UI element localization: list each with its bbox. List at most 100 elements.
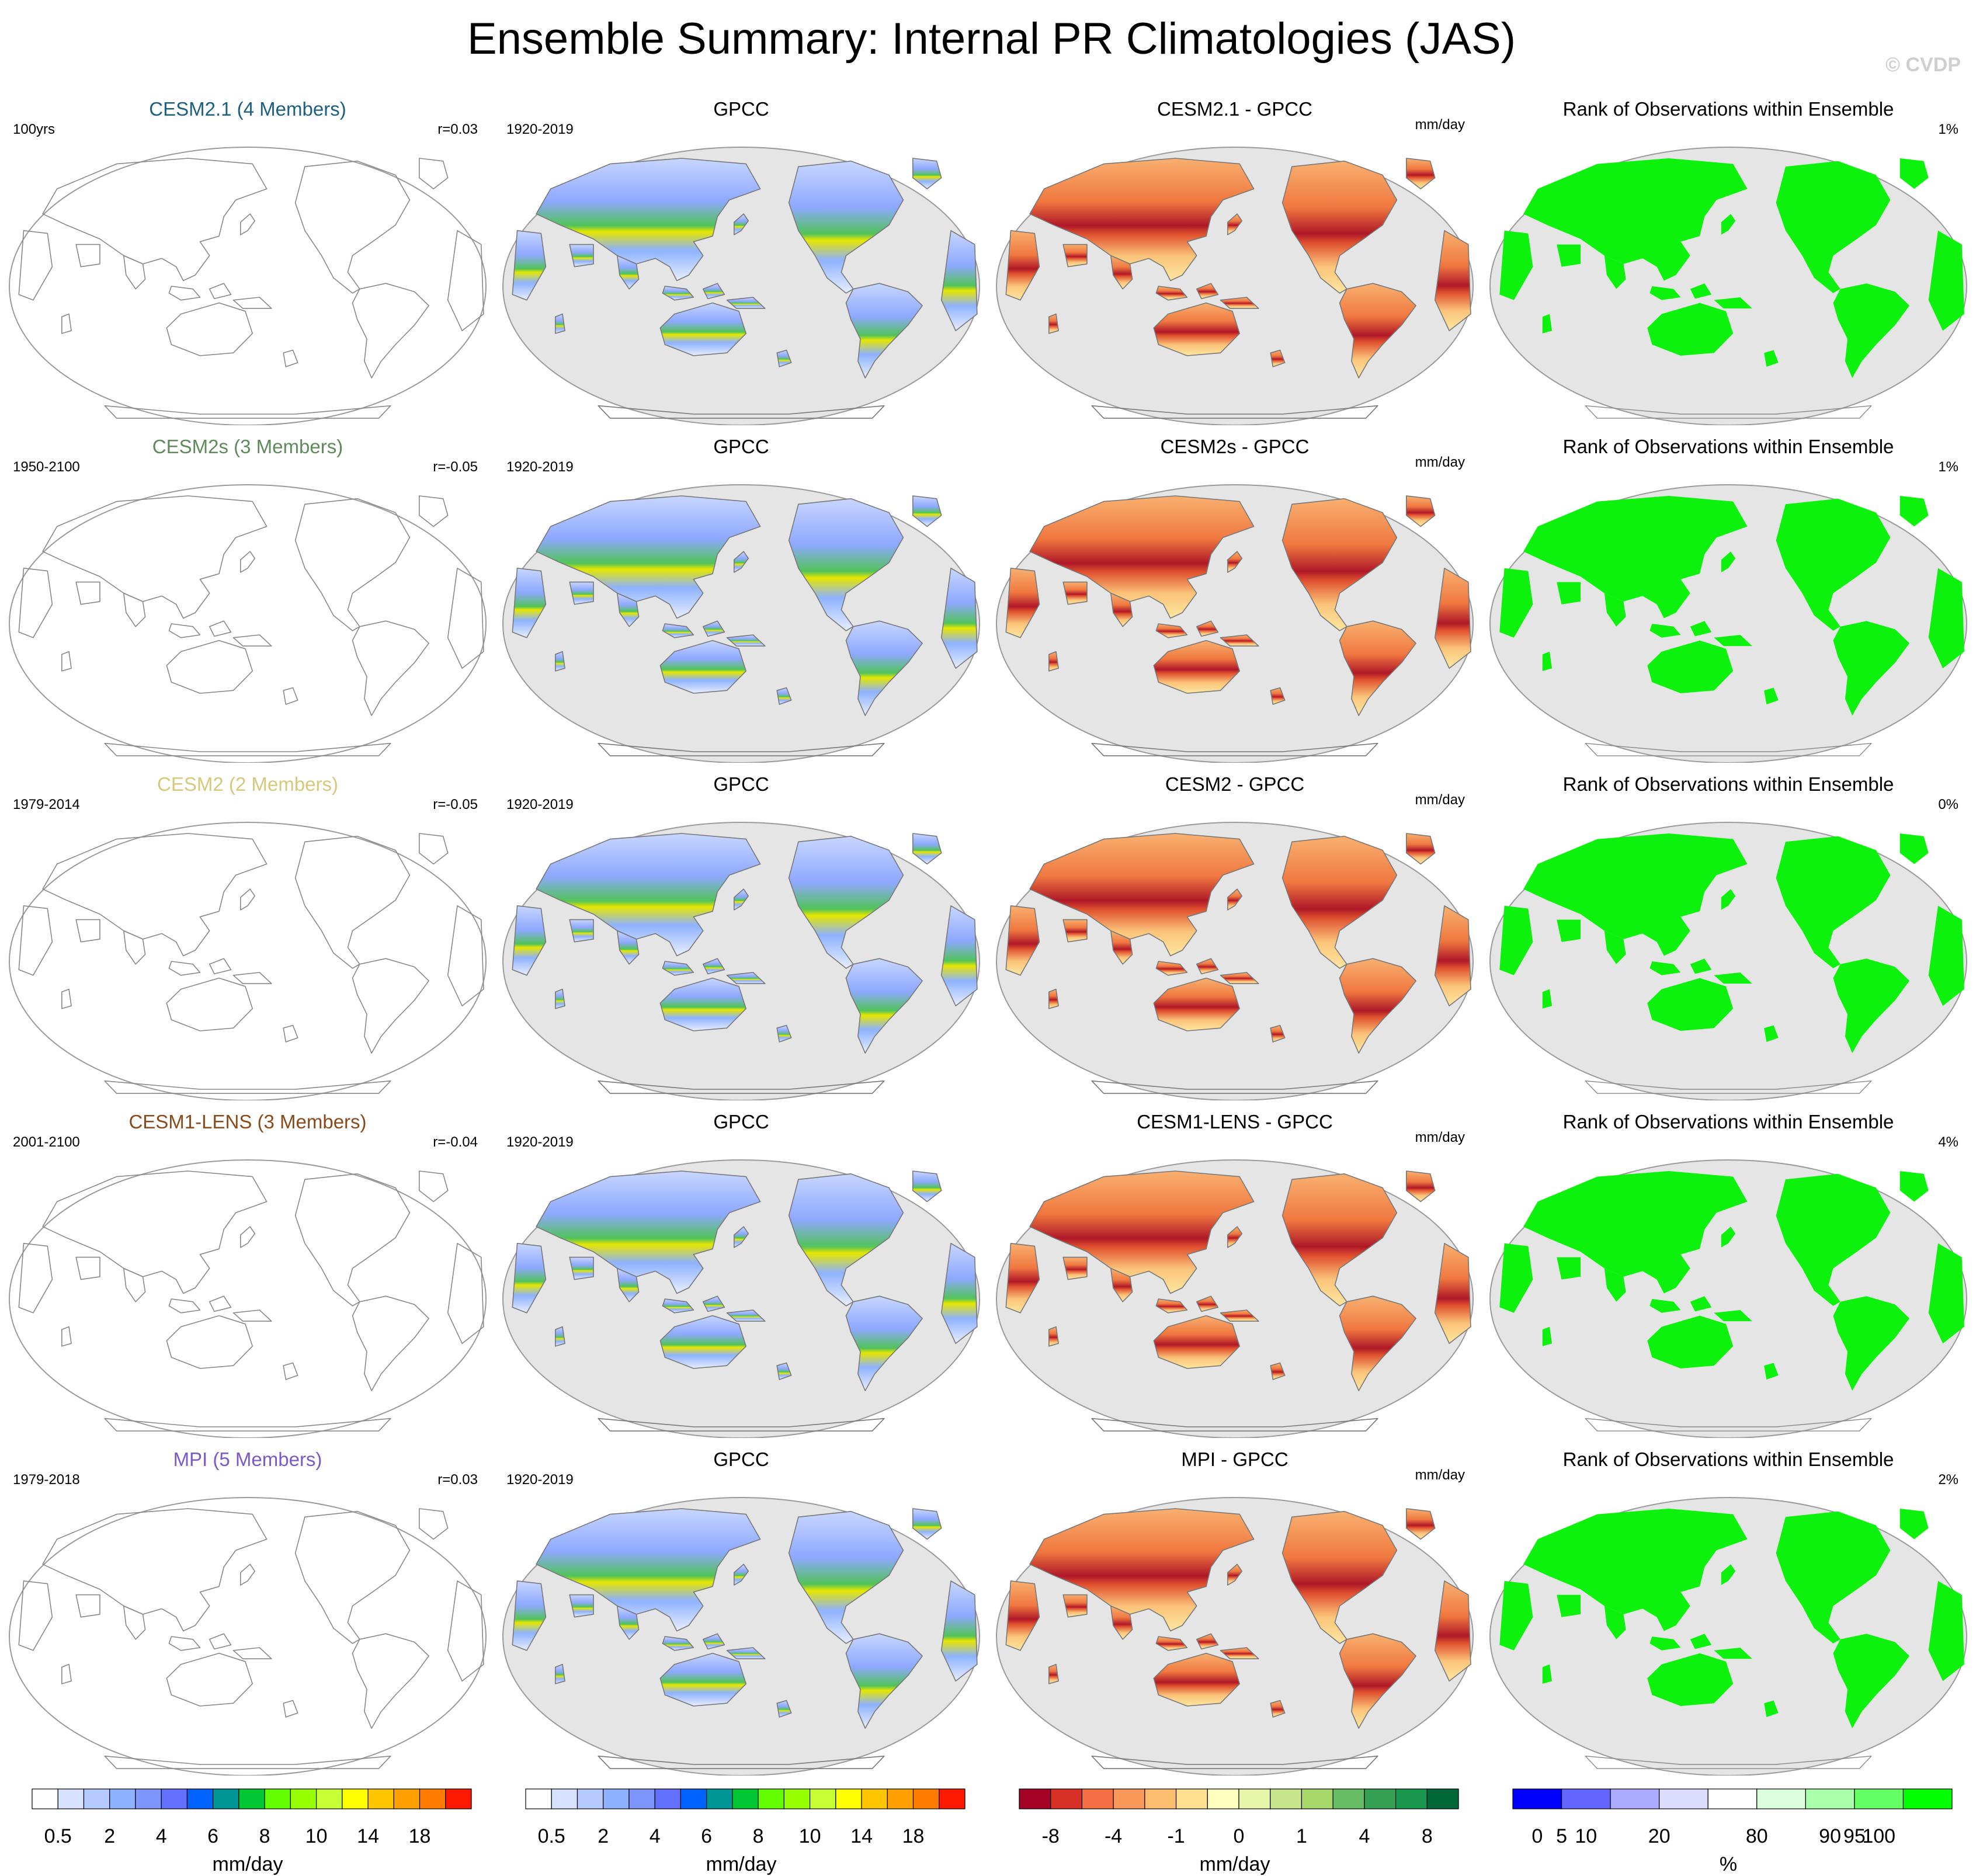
rank-map (1489, 1497, 1967, 1776)
colorbar-box (1659, 1788, 1708, 1809)
landmass-asia (1523, 496, 1748, 619)
landmass-indo1 (1155, 961, 1188, 976)
landmass-indo2 (209, 958, 232, 975)
diff-panel: CESM2.1 - GPCC mm/day (987, 88, 1482, 425)
landmass-asia (536, 158, 761, 282)
landmass-africa (1005, 230, 1040, 301)
colorbar-box (1238, 1788, 1271, 1809)
landmass-indo2 (1690, 958, 1712, 974)
model-panel: CESM2.1 (4 Members) 100yrs r=0.03 (0, 88, 495, 425)
landmass-eafr (1928, 1243, 1964, 1344)
landmass-eafr (447, 905, 484, 1007)
colorbar-tick-label: 10 (305, 1825, 328, 1847)
rank-panel: Rank of Observations within Ensemble 1% (1481, 425, 1976, 763)
diff-panel: MPI - GPCC mm/day (987, 1438, 1482, 1776)
colorbar-tick-label: 0.5 (44, 1825, 72, 1847)
colorbar-box (1756, 1788, 1806, 1809)
landmass-arab (569, 581, 594, 605)
landmass-japan (733, 213, 749, 235)
landmass-india (617, 1605, 640, 1640)
obs-panel: GPCC 1920-2019 (494, 1100, 989, 1438)
landmass-nz (1270, 349, 1286, 367)
pattern-correlation: r=0.03 (437, 121, 478, 137)
landmass-indo2 (209, 1633, 232, 1650)
landmass-samer (1339, 958, 1416, 1054)
landmass-nz (1270, 1024, 1286, 1043)
model-panel: MPI (5 Members) 1979-2018 r=0.03 (0, 1438, 495, 1776)
landmass-arab (75, 581, 100, 605)
colorbar-tick-label: 8 (753, 1825, 764, 1847)
landmass-green (1899, 496, 1929, 527)
landmass-nz (1764, 1700, 1779, 1717)
landmass-indo1 (1155, 1298, 1188, 1314)
landmass-aus (1647, 640, 1734, 693)
diff-panel: CESM2s - GPCC mm/day (987, 425, 1482, 763)
landmass-eafr (1928, 905, 1964, 1006)
landmass-eafr (447, 230, 484, 332)
landmass-arab (75, 1594, 100, 1618)
landmass-eafr (1434, 230, 1471, 332)
landmass-india (617, 930, 640, 965)
colorbar-box (680, 1788, 707, 1809)
colorbar-tick-label: 18 (409, 1825, 431, 1847)
landmass-namer (788, 498, 904, 631)
colorbar-tick-label: 8 (259, 1825, 270, 1847)
landmass-aus (1153, 640, 1241, 694)
landmass-indo2 (1196, 283, 1219, 300)
rank-colorbar: 0 5 10 20 80 90 95 100% (1481, 1784, 1976, 1875)
colorbar-box (1332, 1788, 1365, 1809)
colorbar-box (706, 1788, 733, 1809)
landmass-samer (1339, 283, 1416, 378)
landmass-samer (845, 620, 923, 716)
landmass-namer (1776, 498, 1891, 631)
obs-map (502, 484, 980, 763)
colorbar-tick-label: 6 (701, 1825, 712, 1847)
landmass-india (1604, 1606, 1626, 1639)
landmass-indo1 (1649, 286, 1681, 300)
landmass-png (1714, 972, 1752, 984)
colorbar-tick-label: 95 (1843, 1825, 1866, 1847)
obs-panel-title: GPCC (713, 1448, 769, 1470)
obs-period: 1920-2019 (506, 1472, 574, 1488)
rank-percent: 1% (1938, 121, 1958, 137)
colorbar-box (1270, 1788, 1303, 1809)
landmass-indo2 (702, 958, 725, 975)
landmass-indo2 (702, 620, 725, 637)
landmass-aus (166, 1652, 253, 1707)
landmass-indo2 (209, 283, 232, 300)
landmass-png (232, 972, 272, 984)
landmass-aus (659, 977, 747, 1031)
landmass-indo2 (1196, 620, 1219, 637)
landmass-eafr (447, 1243, 484, 1345)
landmass-madag (61, 313, 72, 334)
landmass-indo2 (1196, 1633, 1219, 1650)
landmass-namer (788, 1511, 904, 1644)
pattern-correlation: r=-0.05 (433, 459, 478, 475)
pattern-correlation: r=0.03 (437, 1472, 478, 1488)
colorbar-tick-label: -1 (1167, 1825, 1185, 1847)
landmass-india (617, 592, 640, 627)
colorbar-box (367, 1788, 394, 1809)
rank-panel: Rank of Observations within Ensemble 4% (1481, 1100, 1976, 1438)
landmass-indo2 (702, 1633, 725, 1650)
landmass-namer (788, 1173, 904, 1307)
landmass-green (1405, 495, 1436, 527)
model-map (9, 822, 487, 1100)
landmass-indo1 (1649, 1637, 1681, 1651)
landmass-green (418, 833, 449, 865)
landmass-namer (788, 836, 904, 969)
landmass-india (1604, 1268, 1626, 1302)
landmass-nz (283, 687, 298, 705)
landmass-nz (776, 1024, 792, 1043)
landmass-green (912, 1170, 942, 1203)
landmass-madag (1542, 989, 1553, 1009)
landmass-samer (1339, 620, 1416, 716)
landmass-ant (598, 742, 885, 756)
landmass-png (232, 1647, 272, 1659)
landmass-indo1 (1155, 1636, 1188, 1651)
landmass-madag (1542, 651, 1553, 671)
landmass-india (617, 1267, 640, 1302)
landmass-nz (283, 349, 298, 367)
model-climatology-colorbar: 0.5 2 4 6 8 10 14 18 mm/day (0, 1784, 495, 1875)
landmass-nz (1764, 687, 1779, 704)
